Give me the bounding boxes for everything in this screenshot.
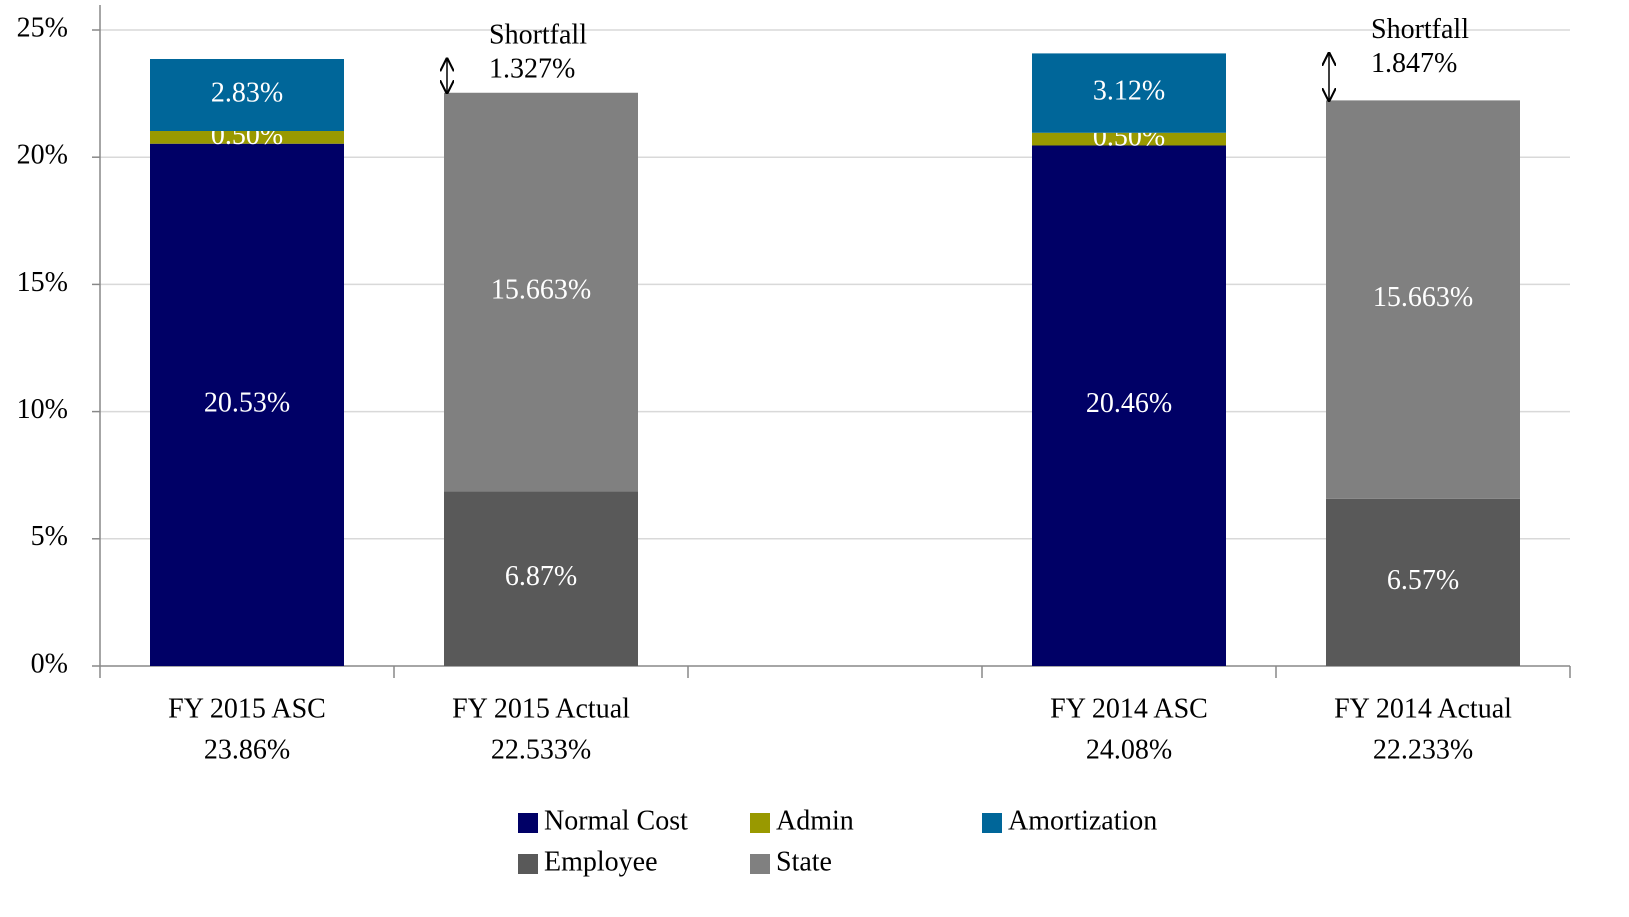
value-label: 3.12% (1093, 76, 1165, 107)
annotation-value: 1.847% (1371, 48, 1457, 79)
bar-segment (1032, 132, 1226, 146)
annotation-value: 1.327% (489, 53, 575, 84)
bar-segment (444, 491, 638, 666)
legend-swatch (982, 813, 1002, 833)
legend-label: Amortization (1008, 805, 1157, 836)
legend-swatch (750, 813, 770, 833)
legend-label: Employee (544, 846, 658, 877)
bar-segment (1326, 100, 1520, 499)
value-label: 15.663% (491, 274, 591, 305)
value-label: 2.83% (211, 77, 283, 108)
y-tick-label: 5% (31, 521, 68, 552)
annotation-label: Shortfall (489, 19, 587, 50)
legend-swatch (750, 854, 770, 874)
y-tick-label: 20% (17, 140, 68, 171)
legend-swatch (518, 813, 538, 833)
y-tick-label: 0% (31, 648, 68, 679)
legend-swatch (518, 854, 538, 874)
legend-label: Admin (776, 805, 854, 836)
value-label: 20.46% (1086, 388, 1172, 419)
value-label: 6.87% (505, 561, 577, 592)
bar-segment (1032, 145, 1226, 666)
y-tick-label: 10% (17, 394, 68, 425)
annotation-label: Shortfall (1371, 14, 1469, 45)
value-label: 6.57% (1387, 565, 1459, 596)
x-tick-label: FY 2015 Actual (452, 693, 630, 724)
legend-label: Normal Cost (544, 805, 688, 836)
total-label: 22.233% (1373, 734, 1473, 765)
bar-segment (444, 92, 638, 492)
y-tick-label: 25% (17, 12, 68, 43)
x-tick-label: FY 2015 ASC (168, 693, 326, 724)
total-label: 22.533% (491, 734, 591, 765)
value-label: 15.663% (1373, 282, 1473, 313)
bar-segment (150, 59, 344, 131)
bar-segment (150, 130, 344, 144)
y-tick-label: 15% (17, 267, 68, 298)
bar-segment (1032, 53, 1226, 133)
value-label: 20.53% (204, 387, 290, 418)
total-label: 23.86% (204, 734, 290, 765)
total-label: 24.08% (1086, 734, 1172, 765)
bar-segment (1326, 498, 1520, 666)
x-tick-label: FY 2014 ASC (1050, 693, 1208, 724)
x-tick-label: FY 2014 Actual (1334, 693, 1512, 724)
bar-segment (150, 143, 344, 666)
legend-label: State (776, 846, 832, 877)
